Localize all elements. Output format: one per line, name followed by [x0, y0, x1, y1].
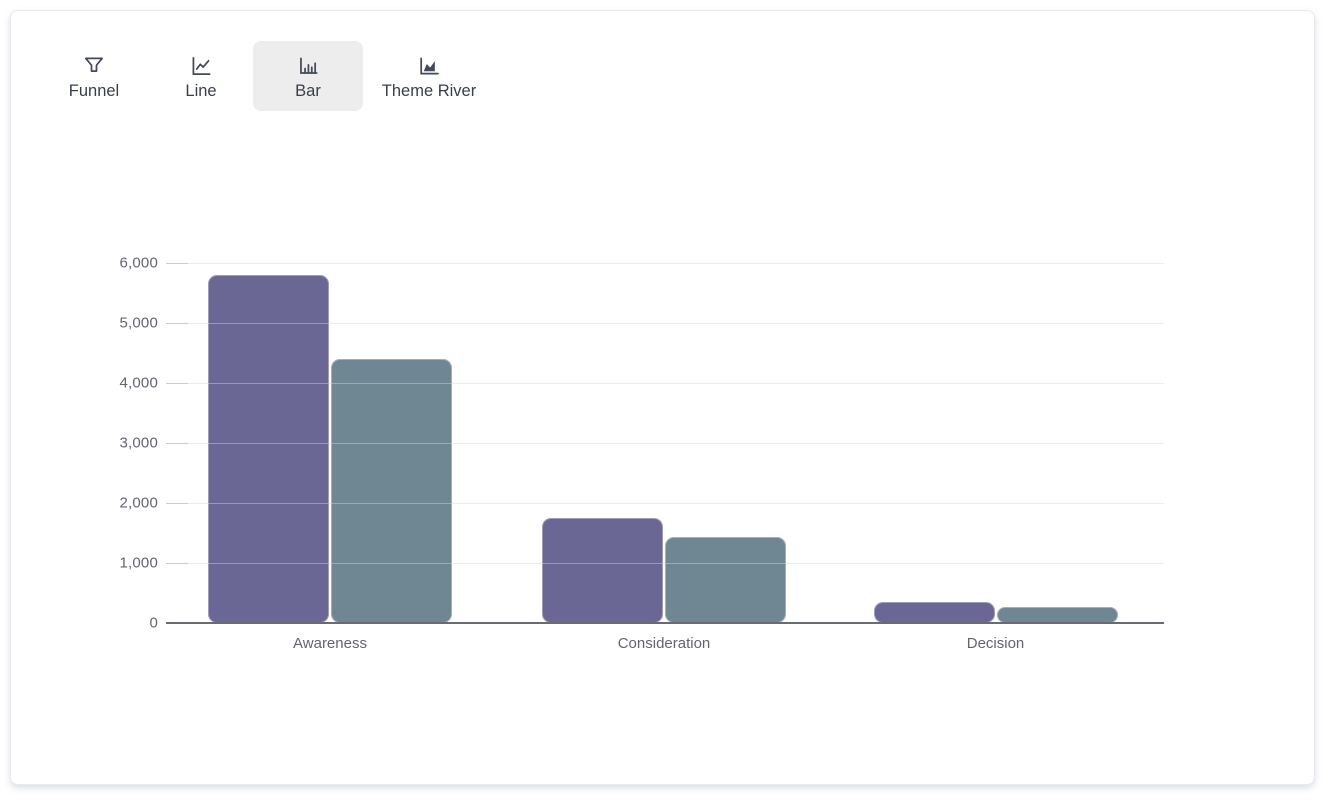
y-gridline [166, 503, 1164, 504]
y-axis-label: 2,000 [119, 494, 158, 512]
y-gridline [166, 263, 1164, 264]
tab-label-line: Line [185, 81, 217, 100]
y-axis-tick [166, 563, 188, 564]
tab-theme-river[interactable]: Theme River [366, 41, 492, 111]
bar-icon [295, 53, 321, 79]
y-axis-label: 6,000 [119, 254, 158, 272]
tab-line[interactable]: Line [146, 41, 256, 111]
funnel-icon [81, 53, 107, 79]
bar-awareness-series-2[interactable] [331, 359, 452, 623]
tab-label-theme-river: Theme River [381, 81, 477, 100]
tab-label-bar: Bar [295, 81, 321, 100]
bar-decision-series-2[interactable] [996, 606, 1118, 623]
y-axis-label: 0 [149, 614, 158, 632]
y-gridline [166, 323, 1164, 324]
y-axis-tick [166, 383, 188, 384]
y-axis-label: 1,000 [119, 554, 158, 572]
x-axis-label: Decision [966, 635, 1025, 652]
y-gridline [166, 443, 1164, 444]
chart-type-tabs: Funnel Line Bar Theme River [11, 41, 1314, 111]
chart-card: Funnel Line Bar Theme River 0 1,000 2,000 3,00… [10, 10, 1315, 785]
x-axis-label: Awareness [293, 635, 367, 652]
y-axis-tick [166, 503, 188, 504]
bar-chart: 0 1,000 2,000 3,000 4,000 5,000 6,000 Awareness… [11, 11, 1314, 784]
y-axis-tick [166, 263, 188, 264]
y-axis-label: 5,000 [119, 314, 158, 332]
bar-decision-series-1[interactable] [873, 602, 995, 623]
x-axis-label: Consideration [617, 635, 711, 652]
tab-funnel[interactable]: Funnel [39, 41, 149, 111]
y-gridline [166, 383, 1164, 384]
bar-consideration-series-1[interactable] [542, 518, 663, 623]
bar-consideration-series-2[interactable] [665, 537, 786, 623]
y-axis-label: 4,000 [119, 374, 158, 392]
x-axis-line [166, 622, 1164, 624]
y-axis-tick [166, 443, 188, 444]
y-axis-label: 3,000 [119, 434, 158, 452]
y-gridline [166, 563, 1164, 564]
tab-bar[interactable]: Bar [253, 41, 363, 111]
y-axis-tick [166, 323, 188, 324]
bar-awareness-series-1[interactable] [208, 275, 329, 623]
theme-river-icon [416, 53, 442, 79]
tab-label-funnel: Funnel [68, 81, 120, 100]
line-icon [188, 53, 214, 79]
